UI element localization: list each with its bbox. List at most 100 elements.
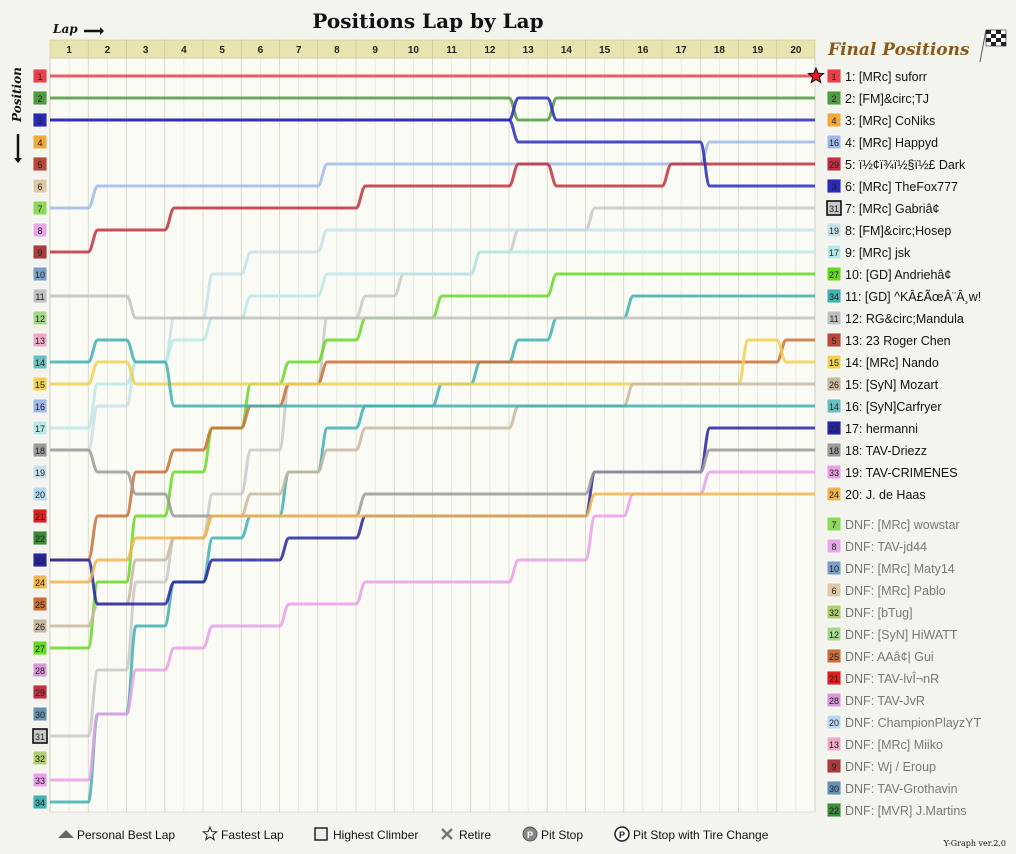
position-box — [32, 662, 48, 678]
final-position-box — [826, 758, 842, 774]
position-box — [32, 442, 48, 458]
position-box — [32, 310, 48, 326]
final-position-number: 3 — [831, 182, 836, 192]
final-position-label: 1: [MRc] suforr — [845, 70, 927, 84]
final-position-label: 10: [GD] Andriehâ¢ — [845, 268, 951, 282]
final-position-label: 8: [FM]&circ;Hosep — [845, 224, 951, 238]
position-tick-label: 23 — [35, 556, 45, 566]
pit-stop-tire-change-icon: P — [614, 826, 630, 842]
lap-tick-label: 1 — [66, 45, 72, 56]
position-box — [32, 244, 48, 260]
final-position-number: 5 — [831, 336, 836, 346]
lap-tick-label: 17 — [676, 45, 688, 56]
series-line — [50, 272, 815, 650]
final-position-box — [826, 442, 842, 458]
highest-climber-icon — [314, 827, 328, 841]
final-position-number: 31 — [829, 204, 839, 214]
final-position-number: 23 — [829, 424, 839, 434]
position-box — [32, 134, 48, 150]
lap-tick-label: 7 — [296, 45, 302, 56]
final-position-label: DNF: TAV-Grothavin — [845, 782, 958, 796]
position-tick-label: 1 — [37, 72, 42, 82]
version-label: Y-Graph ver.2.0 — [943, 839, 1006, 848]
final-position-number: 26 — [829, 380, 839, 390]
final-position-box — [826, 420, 842, 436]
legend-label: Highest Climber — [333, 828, 418, 842]
final-position-number: 24 — [829, 490, 839, 500]
final-position-number: 32 — [829, 608, 839, 618]
series-line — [50, 294, 815, 320]
position-tick-label: 26 — [35, 622, 45, 632]
lap-tick-label: 6 — [258, 45, 264, 56]
final-position-number: 13 — [829, 740, 839, 750]
final-position-number: 15 — [829, 358, 839, 368]
final-position-number: 34 — [829, 292, 839, 302]
lap-tick-label: 10 — [408, 45, 420, 56]
final-position-label: 18: TAV-Driezz — [845, 444, 927, 458]
series-line — [50, 162, 815, 254]
position-tick-label: 34 — [35, 798, 45, 808]
lap-header: 1 2 3 4 5 6 7 8 9 10 11 12 13 14 15 16 17 18 19 20 — [49, 39, 816, 59]
final-position-number: 18 — [829, 446, 839, 456]
final-position-box — [826, 714, 842, 730]
position-box — [32, 68, 48, 84]
lap-tick-label: 2 — [105, 45, 111, 56]
final-position-box — [826, 604, 842, 620]
final-position-box — [826, 310, 842, 326]
series-line — [50, 96, 815, 122]
final-position-box — [826, 464, 842, 480]
final-positions-list: 1 1: [MRc] suforr 2 2: [FM]&circ;TJ 4 3: [MRc… — [807, 66, 982, 818]
series-line — [50, 338, 815, 562]
final-position-label: DNF: [MRc] Pablo — [845, 584, 946, 598]
final-position-box — [826, 90, 842, 106]
lap-grid — [49, 57, 816, 813]
final-position-box — [826, 200, 842, 216]
final-position-box — [826, 178, 842, 194]
position-box — [32, 288, 48, 304]
final-position-label: 7: [MRc] Gabriâ¢ — [845, 202, 940, 216]
final-position-box — [826, 68, 842, 84]
position-tick-label: 5 — [37, 160, 42, 170]
position-box — [32, 486, 48, 502]
position-box — [32, 376, 48, 392]
lap-tick-label: 20 — [790, 45, 802, 56]
final-position-number: 16 — [829, 138, 839, 148]
svg-text:P: P — [527, 830, 533, 840]
position-box — [32, 794, 48, 810]
final-position-number: 4 — [831, 116, 836, 126]
legend-label: Retire — [459, 828, 491, 842]
final-position-box — [826, 376, 842, 392]
final-position-label: 16: [SyN]Carfryer — [845, 400, 942, 414]
lap-tick-label: 4 — [181, 45, 187, 56]
series-line — [50, 338, 815, 408]
final-position-label: DNF: TAV-jd44 — [845, 540, 927, 554]
fastest-lap-star-icon — [807, 66, 825, 84]
lap-tick-label: 13 — [523, 45, 535, 56]
position-tick-label: 8 — [37, 226, 42, 236]
final-position-number: 33 — [829, 468, 839, 478]
final-position-label: DNF: AAâ¢| Gui — [845, 650, 934, 664]
final-position-number: 29 — [829, 160, 839, 170]
position-box — [32, 706, 48, 722]
final-position-label: DNF: TAV-JvR — [845, 694, 925, 708]
final-position-number: 9 — [831, 762, 836, 772]
final-position-label: 12: RG&circ;Mandula — [845, 312, 964, 326]
position-box — [32, 178, 48, 194]
final-position-label: DNF: Wj / Eroup — [845, 760, 936, 774]
position-tick-label: 28 — [35, 666, 45, 676]
position-box — [32, 464, 48, 480]
position-box — [32, 596, 48, 612]
position-tick-label: 22 — [35, 534, 45, 544]
position-box — [32, 508, 48, 524]
final-position-box — [826, 288, 842, 304]
final-position-label: 17: hermanni — [845, 422, 918, 436]
position-tick-label: 24 — [35, 578, 45, 588]
position-box — [32, 332, 48, 348]
position-arrow-icon — [14, 134, 22, 163]
final-position-number: 8 — [831, 542, 836, 552]
final-positions-title: Final Positions — [827, 40, 970, 60]
lap-tick-label: 11 — [446, 45, 457, 56]
final-position-label: 19: TAV-CRIMENES — [845, 466, 958, 480]
legend: Personal Best Lap Fastest Lap Highest Clim… — [58, 825, 769, 842]
